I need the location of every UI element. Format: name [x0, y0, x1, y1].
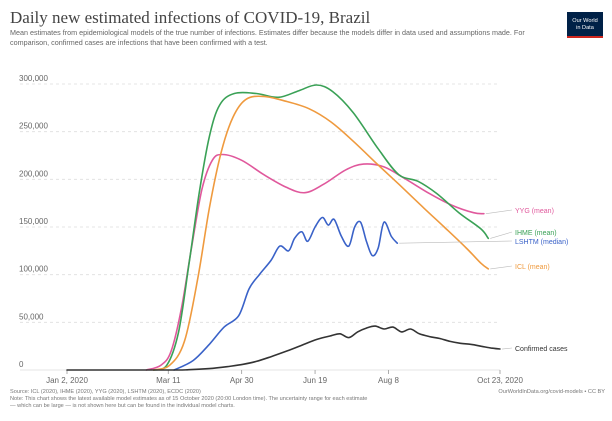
series-line-ihme: [152, 84, 490, 371]
x-tick-label: Apr 30: [230, 376, 254, 385]
label-connector: [490, 265, 513, 270]
label-connector: [501, 347, 513, 350]
logo-line-1: Our World: [572, 18, 598, 24]
owid-logo[interactable]: Our World in Data: [567, 12, 603, 38]
chart-title: Daily new estimated infections of COVID-…: [10, 8, 371, 27]
source-url[interactable]: OurWorldInData.org/covid-models • CC BY: [498, 389, 605, 395]
series-labels: YYG (mean) IHME (mean) LSHTM (median) ICL (…: [399, 208, 568, 353]
x-tick-label: Mar 11: [156, 376, 181, 385]
y-tick-label: 150,000: [19, 217, 48, 226]
series-line-confirmed: [66, 325, 501, 371]
y-tick-label: 100,000: [19, 265, 48, 274]
series-label-yyg: YYG (mean): [515, 208, 554, 215]
note-text: Note: This chart shows the latest availa…: [10, 396, 368, 402]
y-tick-label: 50,000: [19, 312, 44, 321]
series-label-ihme: IHME (mean): [515, 230, 557, 237]
grid-layer: [20, 83, 500, 371]
label-connector: [399, 240, 513, 244]
y-tick-label: 250,000: [19, 122, 48, 131]
label-connector: [485, 209, 513, 214]
source-text: Source: ICL (2020), IHME (2020), YYG (20…: [10, 389, 201, 395]
chart-subtitle: Mean estimates from epidemiological mode…: [10, 28, 525, 47]
chart-footer: Source: ICL (2020), IHME (2020), YYG (20…: [10, 389, 605, 410]
note-text-2: — which can be large — is not shown here…: [10, 403, 235, 409]
series-layer: [66, 84, 501, 371]
series-label-icl: ICL (mean): [515, 264, 550, 271]
y-tick-label: 300,000: [19, 74, 48, 83]
series-line-icl: [152, 95, 490, 371]
x-tick-label: Aug 8: [378, 376, 399, 385]
label-connector: [490, 231, 513, 239]
series-label-confirmed: Confirmed cases: [515, 346, 568, 353]
series-label-lshtm: LSHTM (median): [515, 239, 568, 246]
x-tick-label: Jun 19: [303, 376, 328, 385]
y-axis-ticks: 0 50,000 100,000 150,000 200,000 250,000 300,0…: [19, 74, 48, 369]
logo-line-2: in Data: [576, 24, 594, 31]
series-line-lshtm: [173, 216, 399, 371]
y-tick-label: 0: [19, 360, 24, 369]
x-axis-ticks: Jan 2, 2020 Mar 11 Apr 30 Jun 19 Aug 8 Oct 23…: [46, 370, 523, 385]
x-tick-label: Oct 23, 2020: [477, 376, 523, 385]
x-tick-label: Jan 2, 2020: [46, 376, 88, 385]
y-tick-label: 200,000: [19, 169, 48, 178]
